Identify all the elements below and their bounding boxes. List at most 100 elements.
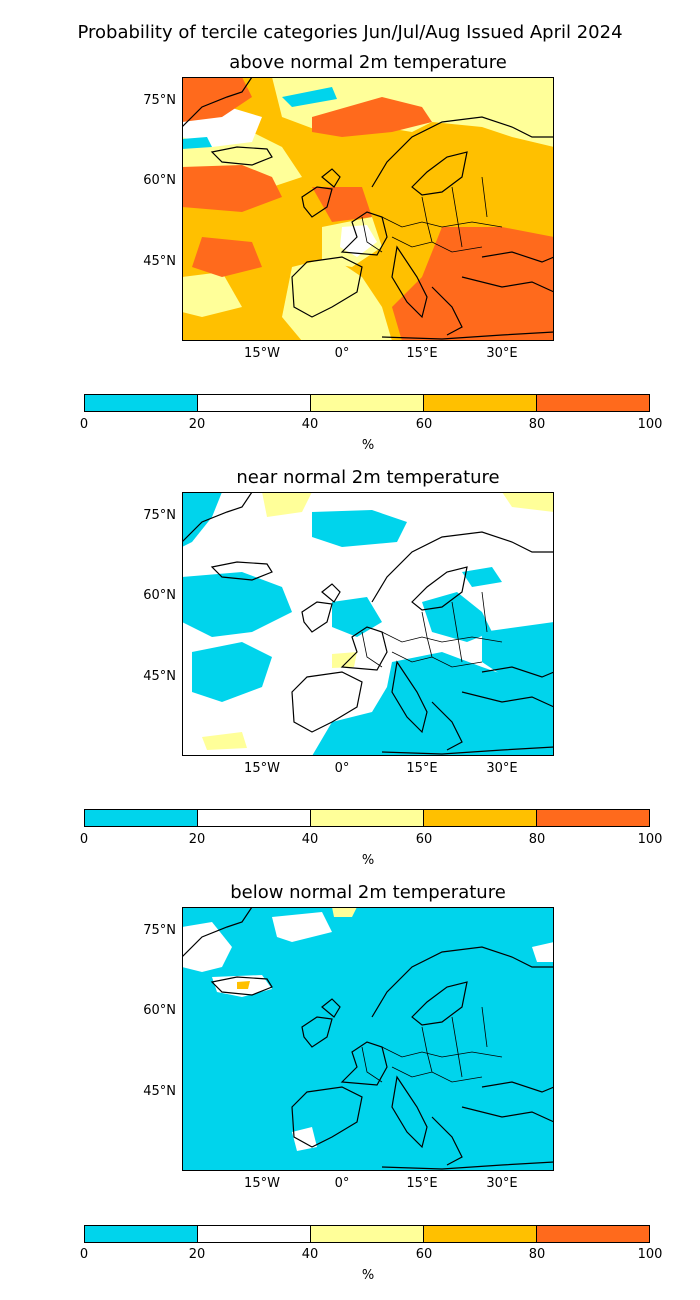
lon-tick-30e: 30°E <box>486 761 518 776</box>
field-orange-nw <box>182 77 252 122</box>
field-yellow-n <box>262 492 312 517</box>
coastlines <box>182 77 554 340</box>
colorbar-seg-0-20 <box>85 1226 197 1242</box>
colorbar-tick-60: 60 <box>415 1247 433 1262</box>
field-yellow-ne <box>502 492 554 512</box>
lat-tick-75n: 75°N <box>143 93 176 108</box>
colorbar-seg-80-100 <box>536 1226 649 1242</box>
colorbar-tick-100: 100 <box>637 1247 663 1262</box>
lon-tick-30e: 30°E <box>486 1176 518 1191</box>
field-cyan-norwsea <box>312 510 407 547</box>
field-cyan-fin <box>462 567 502 587</box>
figure-title: Probability of tercile categories Jun/Ju… <box>77 22 623 43</box>
field-cyan-greenland <box>182 492 222 547</box>
colorbar-seg-80-100 <box>536 810 649 826</box>
colorbar-tick-60: 60 <box>415 417 433 432</box>
colorbar-seg-60-80 <box>423 395 536 411</box>
colorbar-seg-20-40 <box>197 1226 310 1242</box>
lat-tick-60n: 60°N <box>143 588 176 603</box>
colorbar-seg-40-60 <box>310 810 423 826</box>
colorbar-tick-20: 20 <box>188 1247 206 1262</box>
field-orange-north <box>312 97 432 137</box>
map-below-normal <box>182 907 554 1171</box>
field-yellow-iberia <box>282 257 392 341</box>
field-white-iberia <box>292 1127 317 1151</box>
lat-tick-60n: 60°N <box>143 173 176 188</box>
field-yellow-atl <box>182 272 242 317</box>
lon-tick-15w: 15°W <box>244 346 280 361</box>
field-cyan-atl2 <box>192 642 272 702</box>
lon-tick-0: 0° <box>334 761 350 776</box>
field-white-n <box>272 912 332 942</box>
map-above-normal <box>182 77 554 341</box>
lon-tick-0: 0° <box>334 1176 350 1191</box>
field-cyan-baltic <box>422 592 492 642</box>
colorbar-seg-0-20 <box>85 810 197 826</box>
field-yellow-n <box>332 907 357 917</box>
lon-tick-15e: 15°E <box>406 1176 438 1191</box>
lon-tick-15e: 15°E <box>406 761 438 776</box>
colorbar-tick-0: 0 <box>79 417 89 432</box>
field-cyan-atl1 <box>182 572 292 637</box>
lat-tick-45n: 45°N <box>143 254 176 269</box>
field-white-ne <box>532 942 554 962</box>
colorbar-tick-80: 80 <box>528 417 546 432</box>
borders <box>361 591 503 668</box>
field-orange-se <box>392 227 554 341</box>
colorbar-unit: % <box>361 438 375 453</box>
lat-tick-75n: 75°N <box>143 923 176 938</box>
lon-tick-15e: 15°E <box>406 346 438 361</box>
field-cyan-med <box>312 652 554 756</box>
coastlines <box>182 907 554 1170</box>
colorbar-seg-60-80 <box>423 1226 536 1242</box>
colorbar-seg-40-60 <box>310 1226 423 1242</box>
field-white-greenland <box>182 922 232 972</box>
lat-tick-45n: 45°N <box>143 669 176 684</box>
colorbar-tick-0: 0 <box>79 1247 89 1262</box>
borders <box>361 176 503 253</box>
borders <box>361 1006 503 1083</box>
colorbar-tick-60: 60 <box>415 832 433 847</box>
colorbar-tick-100: 100 <box>637 417 663 432</box>
colorbar-tick-40: 40 <box>301 417 319 432</box>
colorbar-unit: % <box>361 1268 375 1283</box>
map-frame <box>182 77 554 341</box>
field-base <box>182 907 554 1171</box>
colorbar <box>84 394 650 412</box>
colorbar-tick-20: 20 <box>188 417 206 432</box>
colorbar <box>84 1225 650 1243</box>
colorbar-seg-20-40 <box>197 810 310 826</box>
field-cyan-1 <box>282 87 337 107</box>
colorbar-seg-20-40 <box>197 395 310 411</box>
colorbar-tick-100: 100 <box>637 832 663 847</box>
field-yellow-sw <box>202 732 247 750</box>
colorbar-unit: % <box>361 853 375 868</box>
colorbar <box>84 809 650 827</box>
colorbar-tick-20: 20 <box>188 832 206 847</box>
colorbar-seg-40-60 <box>310 395 423 411</box>
colorbar-seg-60-80 <box>423 810 536 826</box>
lat-tick-60n: 60°N <box>143 1003 176 1018</box>
panel-title: below normal 2m temperature <box>230 882 506 903</box>
colorbar-tick-40: 40 <box>301 832 319 847</box>
lon-tick-15w: 15°W <box>244 761 280 776</box>
lon-tick-30e: 30°E <box>486 346 518 361</box>
field-cyan-bay <box>332 597 382 637</box>
map-frame <box>182 492 554 756</box>
field-yellow-fr <box>332 652 357 668</box>
field-orange-bay <box>312 187 372 222</box>
panel-title: above normal 2m temperature <box>229 52 507 73</box>
field-white-fr <box>340 225 377 257</box>
map-near-normal <box>182 492 554 756</box>
colorbar-tick-80: 80 <box>528 1247 546 1262</box>
field-orange-iceland <box>237 981 250 989</box>
lon-tick-15w: 15°W <box>244 1176 280 1191</box>
lon-tick-0: 0° <box>334 346 350 361</box>
map-frame <box>182 907 554 1171</box>
field-orange-atl2 <box>192 237 262 277</box>
colorbar-tick-80: 80 <box>528 832 546 847</box>
colorbar-seg-0-20 <box>85 395 197 411</box>
colorbar-seg-80-100 <box>536 395 649 411</box>
lat-tick-75n: 75°N <box>143 508 176 523</box>
colorbar-tick-40: 40 <box>301 1247 319 1262</box>
